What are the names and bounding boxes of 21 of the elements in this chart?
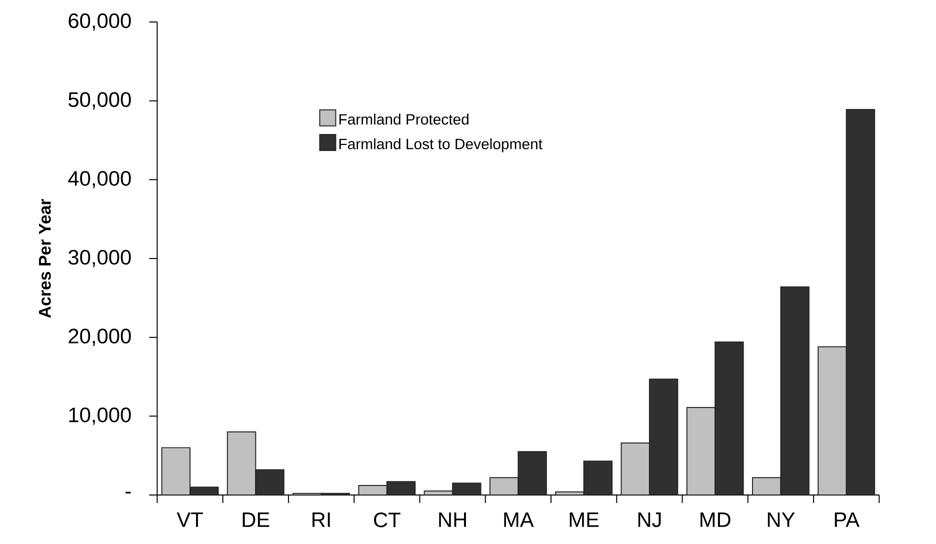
x-tick-label: VT xyxy=(176,512,203,527)
y-axis-title: Acres Per Year xyxy=(39,198,51,318)
x-tick-label: CT xyxy=(374,512,400,528)
x-tick-label: NY xyxy=(768,512,795,527)
y-tick-label: - xyxy=(126,492,131,494)
y-tick-label: 20,000 xyxy=(68,328,131,346)
x-tick-label: MD xyxy=(700,512,730,527)
x-tick-label: NJ xyxy=(638,512,661,528)
legend-label: Farmland Protected xyxy=(339,114,468,125)
y-tick-label: 60,000 xyxy=(68,13,131,31)
y-tick-label: 30,000 xyxy=(68,250,131,268)
x-tick-label: ME xyxy=(570,512,599,527)
x-tick-label: RI xyxy=(312,512,330,527)
legend-label: Farmland Lost to Development xyxy=(339,138,542,152)
y-tick-label: 10,000 xyxy=(69,408,131,425)
x-tick-label: NH xyxy=(439,512,466,527)
x-tick-label: MA xyxy=(504,512,534,527)
y-tick-label: 50,000 xyxy=(68,92,131,110)
x-tick-label: PA xyxy=(834,512,860,527)
y-tick-label: 40,000 xyxy=(68,171,131,188)
x-tick-label: DE xyxy=(242,512,270,527)
